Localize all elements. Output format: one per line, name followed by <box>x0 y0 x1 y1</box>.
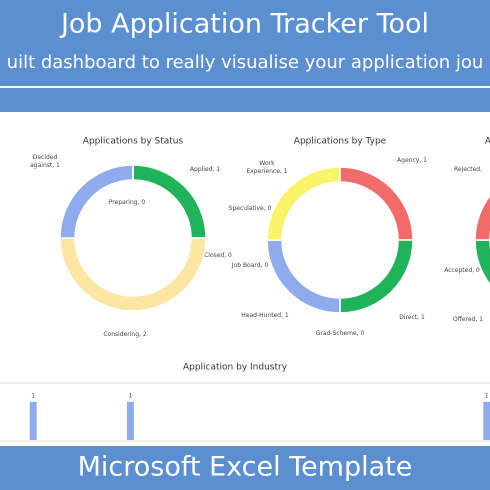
header-subtitle: uilt dashboard to really visualise your … <box>7 52 484 73</box>
chart-title: A <box>485 137 490 147</box>
data-label: Decided against, 1 <box>30 154 60 169</box>
data-label-box: Job Board, 0 <box>231 262 269 270</box>
data-label-box: Applied, 1 <box>189 166 221 174</box>
data-label: Accepted, 0 <box>444 267 480 275</box>
header-title: Job Application Tracker Tool <box>59 9 429 40</box>
data-label: Preparing, 0 <box>108 199 146 207</box>
chart-title: Applications by Status <box>83 137 184 147</box>
bar <box>126 401 134 440</box>
data-label: Job Board, 0 <box>231 262 269 270</box>
data-label: 1 <box>31 392 35 399</box>
data-label-box: Considering, 2 <box>103 331 147 339</box>
donut-slice <box>474 194 490 241</box>
data-label-box: Accepted, 0 <box>444 267 480 275</box>
data-label-box: Speculative, 0 <box>228 205 272 213</box>
data-label: Agency, 1 <box>397 157 427 165</box>
bar <box>29 401 37 440</box>
data-label: 1 <box>128 392 132 399</box>
footer-title: Microsoft Excel Template <box>78 452 413 483</box>
chart-title: Application by Industry <box>183 363 288 373</box>
header-strip <box>0 88 490 112</box>
data-label-box: Head-Hunted, 1 <box>241 312 289 320</box>
header-band <box>0 0 490 86</box>
footer-band <box>0 446 490 490</box>
data-label-box: Direct, 1 <box>399 314 425 322</box>
data-label-box: Work Experience, 1 <box>246 160 288 175</box>
data-label: Considering, 2 <box>103 331 147 339</box>
data-label: Offered, 1 <box>452 316 483 324</box>
data-label: Closed, 0 <box>204 252 232 260</box>
bar <box>483 401 490 440</box>
data-label-box: Rejected, <box>453 166 482 174</box>
data-label-box: Closed, 0 <box>204 252 232 260</box>
data-label: 1 <box>485 392 489 399</box>
data-label: Applied, 1 <box>189 166 221 174</box>
data-label-box: Offered, 1 <box>452 316 483 324</box>
data-label: Head-Hunted, 1 <box>241 312 289 320</box>
data-label-box: Preparing, 0 <box>108 199 146 207</box>
data-label: Rejected, <box>453 166 482 174</box>
donut-slice <box>266 166 341 241</box>
chart-title: Applications by Type <box>294 137 387 147</box>
data-label-box: Decided against, 1 <box>30 154 60 169</box>
data-label: Work Experience, 1 <box>246 160 288 175</box>
data-label-box: Grad-Scheme, 0 <box>315 330 365 338</box>
data-label: Speculative, 0 <box>228 205 272 213</box>
data-label: Grad-Scheme, 0 <box>315 330 365 338</box>
data-label: Direct, 1 <box>399 314 425 322</box>
data-label-box: Agency, 1 <box>397 157 427 165</box>
